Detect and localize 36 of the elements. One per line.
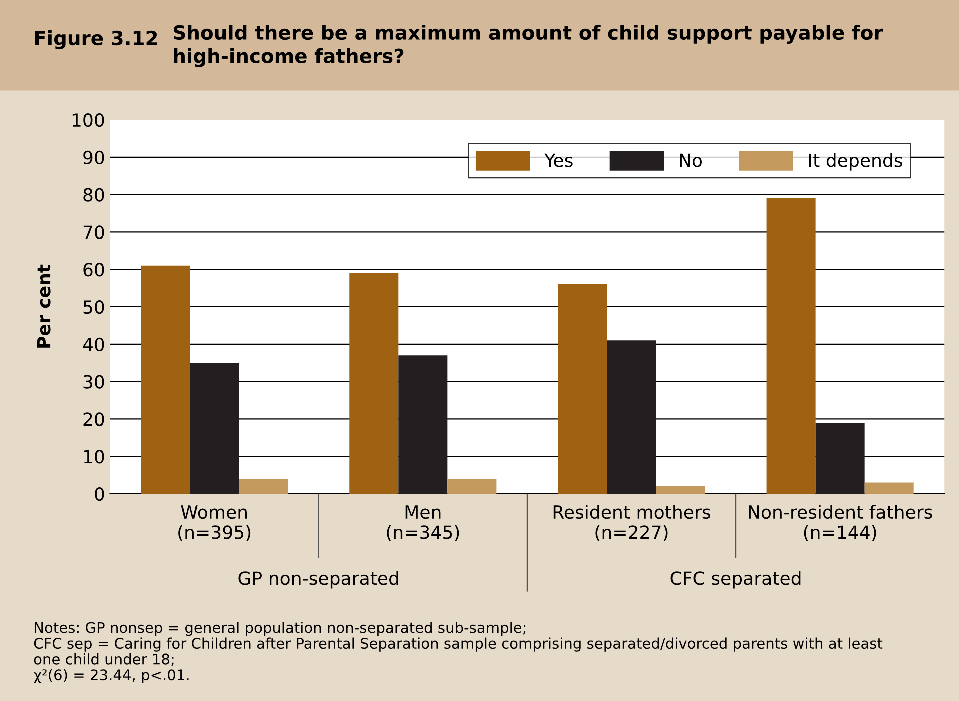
x-tick-label: Women (n=395) [178, 506, 251, 542]
y-tick-label: 90 [84, 150, 104, 165]
bar [350, 273, 399, 494]
bar [864, 482, 914, 494]
y-tick-label: 10 [84, 450, 104, 464]
bar [141, 266, 190, 494]
bar [448, 479, 497, 494]
bar [766, 198, 816, 494]
bar [558, 284, 608, 494]
bar [190, 363, 240, 494]
x-tick-label: Resident mothers (n=227) [554, 505, 710, 542]
x-tick-label: Non-resident fathers (n=144) [749, 505, 932, 542]
bar [816, 422, 865, 494]
legend-label: It depends [810, 153, 902, 171]
legend-label: No [680, 154, 702, 168]
text: GP non-separated [238, 571, 398, 589]
chart-subtitle: Should there be a maximum amount of child support payable for high-income fathers? [174, 25, 884, 68]
y-tick-label: 100 [72, 113, 104, 128]
y-tick-label: 30 [84, 375, 104, 389]
x-tick-label: Men (n=345) [387, 506, 460, 542]
bar [398, 356, 448, 494]
y-tick-label: 0 [95, 487, 104, 502]
chart-title: Figure 3.12 [35, 30, 158, 50]
y-tick-label: 80 [84, 188, 104, 202]
text: CFC separated [670, 571, 801, 589]
y-axis-title: Per cent [37, 264, 51, 348]
text: Notes: GP nonsep = general population non-separated sub-sample; CFC sep = Caring for Children after Parental Separation sample comprising separated/divorced parents with at least one child under 18; χ²(6) = 23.44, p<.01. [34, 622, 883, 684]
bar [607, 340, 656, 494]
y-tick-label: 60 [84, 263, 104, 277]
bar [239, 479, 288, 494]
legend-label: Yes [544, 154, 573, 168]
y-tick-label: 40 [83, 338, 104, 352]
bar [656, 486, 706, 494]
y-tick-label: 70 [84, 226, 104, 240]
y-tick-label: 50 [84, 300, 104, 314]
y-tick-label: 20 [84, 412, 104, 426]
